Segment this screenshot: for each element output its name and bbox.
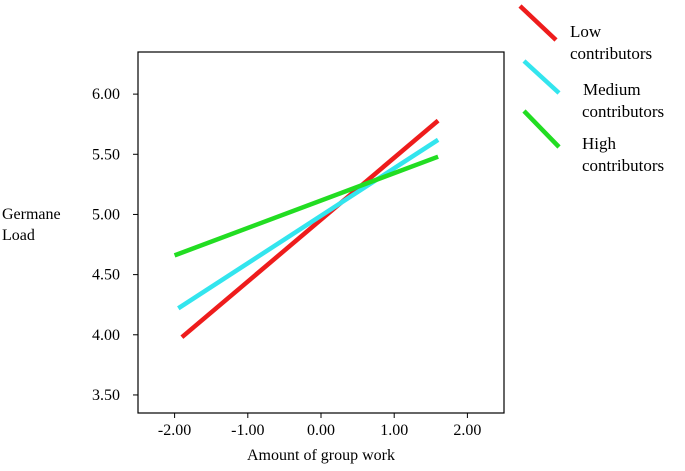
y-tick-label: 5.00 <box>92 206 120 223</box>
x-tick-label: 1.00 <box>380 422 408 439</box>
y-axis-label: Germane <box>2 206 61 223</box>
y-tick-label: 3.50 <box>92 387 120 404</box>
legend-label-3: High <box>582 134 617 153</box>
plot-frame <box>137 51 505 414</box>
legend-label-1: Low <box>570 22 602 41</box>
x-tick-label: -1.00 <box>231 422 264 439</box>
y-tick-label: 4.00 <box>92 327 120 344</box>
y-axis-label: Load <box>2 227 35 244</box>
legend-label-2: contributors <box>582 102 664 121</box>
series-line-2 <box>177 137 440 311</box>
legend-swatch-2 <box>522 59 561 95</box>
legend-swatch-3 <box>522 109 561 149</box>
x-tick-label: 2.00 <box>453 422 481 439</box>
x-tick-label: -2.00 <box>158 422 191 439</box>
x-axis-label: Amount of group work <box>247 447 395 464</box>
y-tick-label: 4.50 <box>92 267 120 284</box>
legend-label-2: Medium <box>583 80 641 99</box>
y-tick-label: 6.00 <box>92 86 120 103</box>
series-line-3 <box>173 154 439 258</box>
legend-swatch-1 <box>518 4 558 42</box>
legend-label-1: contributors <box>570 44 652 63</box>
y-tick-label: 5.50 <box>92 146 120 163</box>
x-tick-label: 0.00 <box>307 422 335 439</box>
legend-label-3: contributors <box>582 156 664 175</box>
series-line-1 <box>180 118 440 339</box>
